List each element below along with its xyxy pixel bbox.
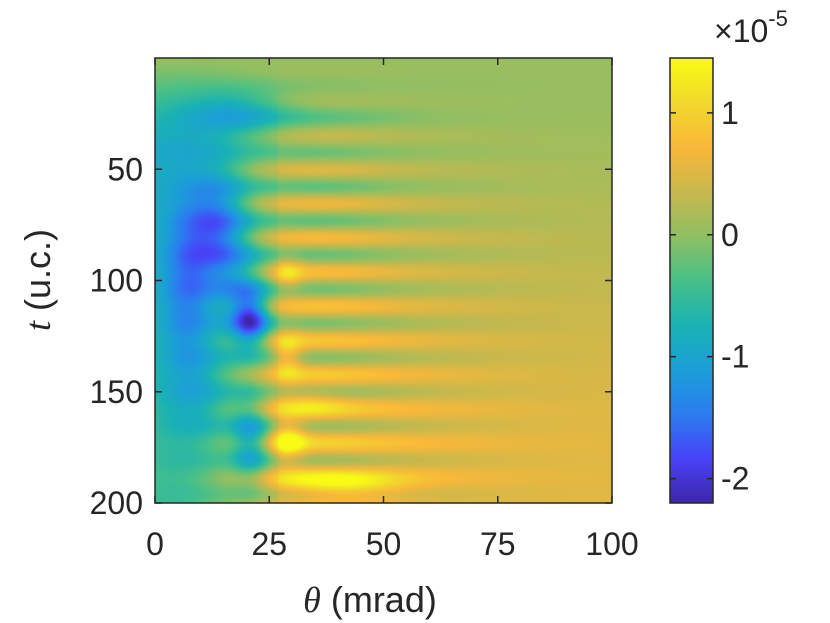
x-axis-ticks: 0 25 50 75 100: [146, 58, 639, 562]
y-tick-label: 150: [90, 374, 143, 410]
colorbar-scale-label: ×10-5: [714, 6, 788, 49]
x-tick-label: 0: [146, 526, 164, 562]
x-tick-label: 50: [366, 526, 402, 562]
y-axis-unit: (u.c.): [17, 229, 58, 311]
y-axis-ticks: 50 100 150 200: [90, 151, 612, 521]
x-tick-label: 75: [480, 526, 516, 562]
colorbar-scale-exponent: -5: [768, 6, 788, 31]
y-axis-symbol: t: [18, 320, 58, 331]
y-tick-label: 50: [107, 151, 143, 187]
y-tick-label: 100: [90, 263, 143, 299]
colorbar-tick-label: -1: [721, 339, 749, 375]
x-tick-label: 25: [251, 526, 287, 562]
x-axis-unit: (mrad): [331, 579, 437, 620]
x-axis-label: θ (mrad): [303, 579, 437, 620]
colorbar: 1 0 -1 -2 ×10-5: [669, 6, 788, 504]
colorbar-tick-label: 1: [721, 95, 739, 131]
y-axis-label: t (u.c.): [17, 229, 58, 331]
colorbar-tick-label: 0: [721, 217, 739, 253]
colorbar-frame: [669, 57, 714, 504]
plot-area: [154, 57, 613, 504]
heatmap-image: [155, 58, 612, 503]
y-tick-label: 200: [90, 485, 143, 521]
colorbar-gradient: [670, 58, 713, 503]
colorbar-tick-label: -2: [721, 461, 749, 497]
colorbar-ticks: 1 0 -1 -2: [670, 95, 749, 497]
x-tick-label: 100: [585, 526, 638, 562]
x-axis-symbol: θ: [303, 580, 321, 620]
colorbar-scale-base: ×10: [714, 13, 768, 49]
